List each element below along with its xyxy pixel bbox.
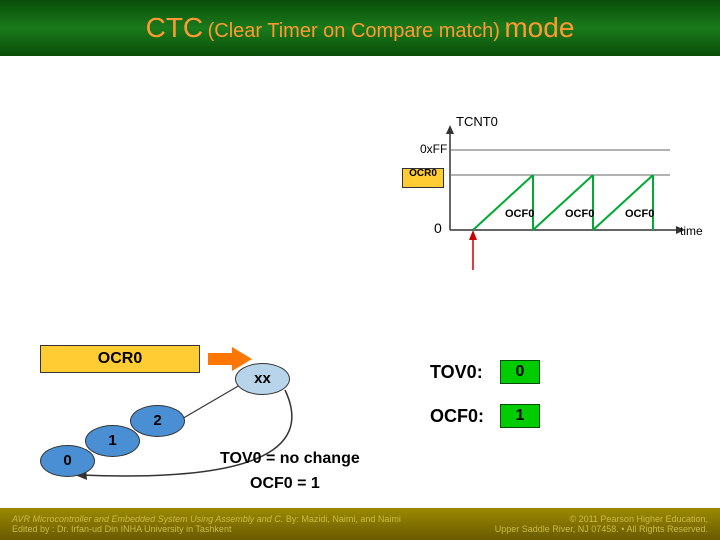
note-ocf0: OCF0 = 1 [250, 475, 320, 493]
sawtooth-rise [533, 175, 593, 230]
ocf-flag-label: OCF0 [625, 208, 654, 220]
sawtooth-rise [593, 175, 653, 230]
sawtooth-rise [473, 175, 533, 230]
waveform-chart: TCNT0 0xFF OCR0 0 time OCF0OCF0OCF0 [420, 120, 700, 270]
slide-header: CTC (Clear Timer on Compare match) mode [0, 0, 720, 56]
counter-bubble: 1 [85, 425, 140, 457]
footer-left: AVR Microcontroller and Embedded System … [12, 514, 401, 534]
title-main: CTC [146, 12, 204, 43]
footer-editor: Dr. Irfan-ud Din INHA University in Tash… [57, 524, 231, 534]
status-value-box: 0 [500, 360, 540, 384]
status-value-box: 1 [500, 404, 540, 428]
y-max-label: 0xFF [420, 142, 447, 156]
connector-2-xx [180, 385, 240, 420]
y-axis-label: TCNT0 [456, 114, 498, 129]
footer-edited-label: Edited by : [12, 524, 55, 534]
status-label: OCF0: [430, 406, 500, 427]
title-mode: mode [504, 12, 574, 43]
ocf-flag-label: OCF0 [505, 208, 534, 220]
status-row: TOV0:0 [430, 360, 540, 384]
footer-authors: Mazidi, Naimi, and Naimi [301, 514, 401, 524]
footer-c1: © 2011 Pearson Higher Education, [569, 514, 708, 524]
counter-bubble: 0 [40, 445, 95, 477]
counter-diagram: OCR0 012xx TOV0 = no change OCF0 = 1 [30, 345, 410, 495]
status-row: OCF0:1 [430, 404, 540, 428]
note-tov0: TOV0 = no change [220, 450, 360, 468]
ocr-level-label: OCR0 [409, 168, 437, 179]
title-sub: (Clear Timer on Compare match) [208, 20, 500, 42]
status-label: TOV0: [430, 362, 500, 383]
status-flags: TOV0:0 OCF0:1 [430, 360, 540, 448]
slide-footer: AVR Microcontroller and Embedded System … [0, 508, 720, 540]
footer-book: AVR Microcontroller and Embedded System … [12, 514, 283, 524]
chart-svg [420, 120, 700, 270]
sawtooth-waves [473, 175, 653, 230]
red-marker-arrow-icon [469, 230, 477, 240]
y-axis-arrow-icon [446, 125, 454, 134]
ocr-level-box: OCR0 [402, 168, 444, 188]
zero-label: 0 [434, 220, 442, 236]
ocf-flag-label: OCF0 [565, 208, 594, 220]
x-axis-label: time [680, 224, 703, 238]
diagram-svg [30, 345, 410, 505]
footer-right: © 2011 Pearson Higher Education, Upper S… [495, 514, 708, 534]
counter-bubble: 2 [130, 405, 185, 437]
counter-bubble: xx [235, 363, 290, 395]
footer-c2: Upper Saddle River, NJ 07458. • All Righ… [495, 524, 708, 534]
arrow-body [208, 353, 232, 365]
footer-by: By: [286, 514, 299, 524]
